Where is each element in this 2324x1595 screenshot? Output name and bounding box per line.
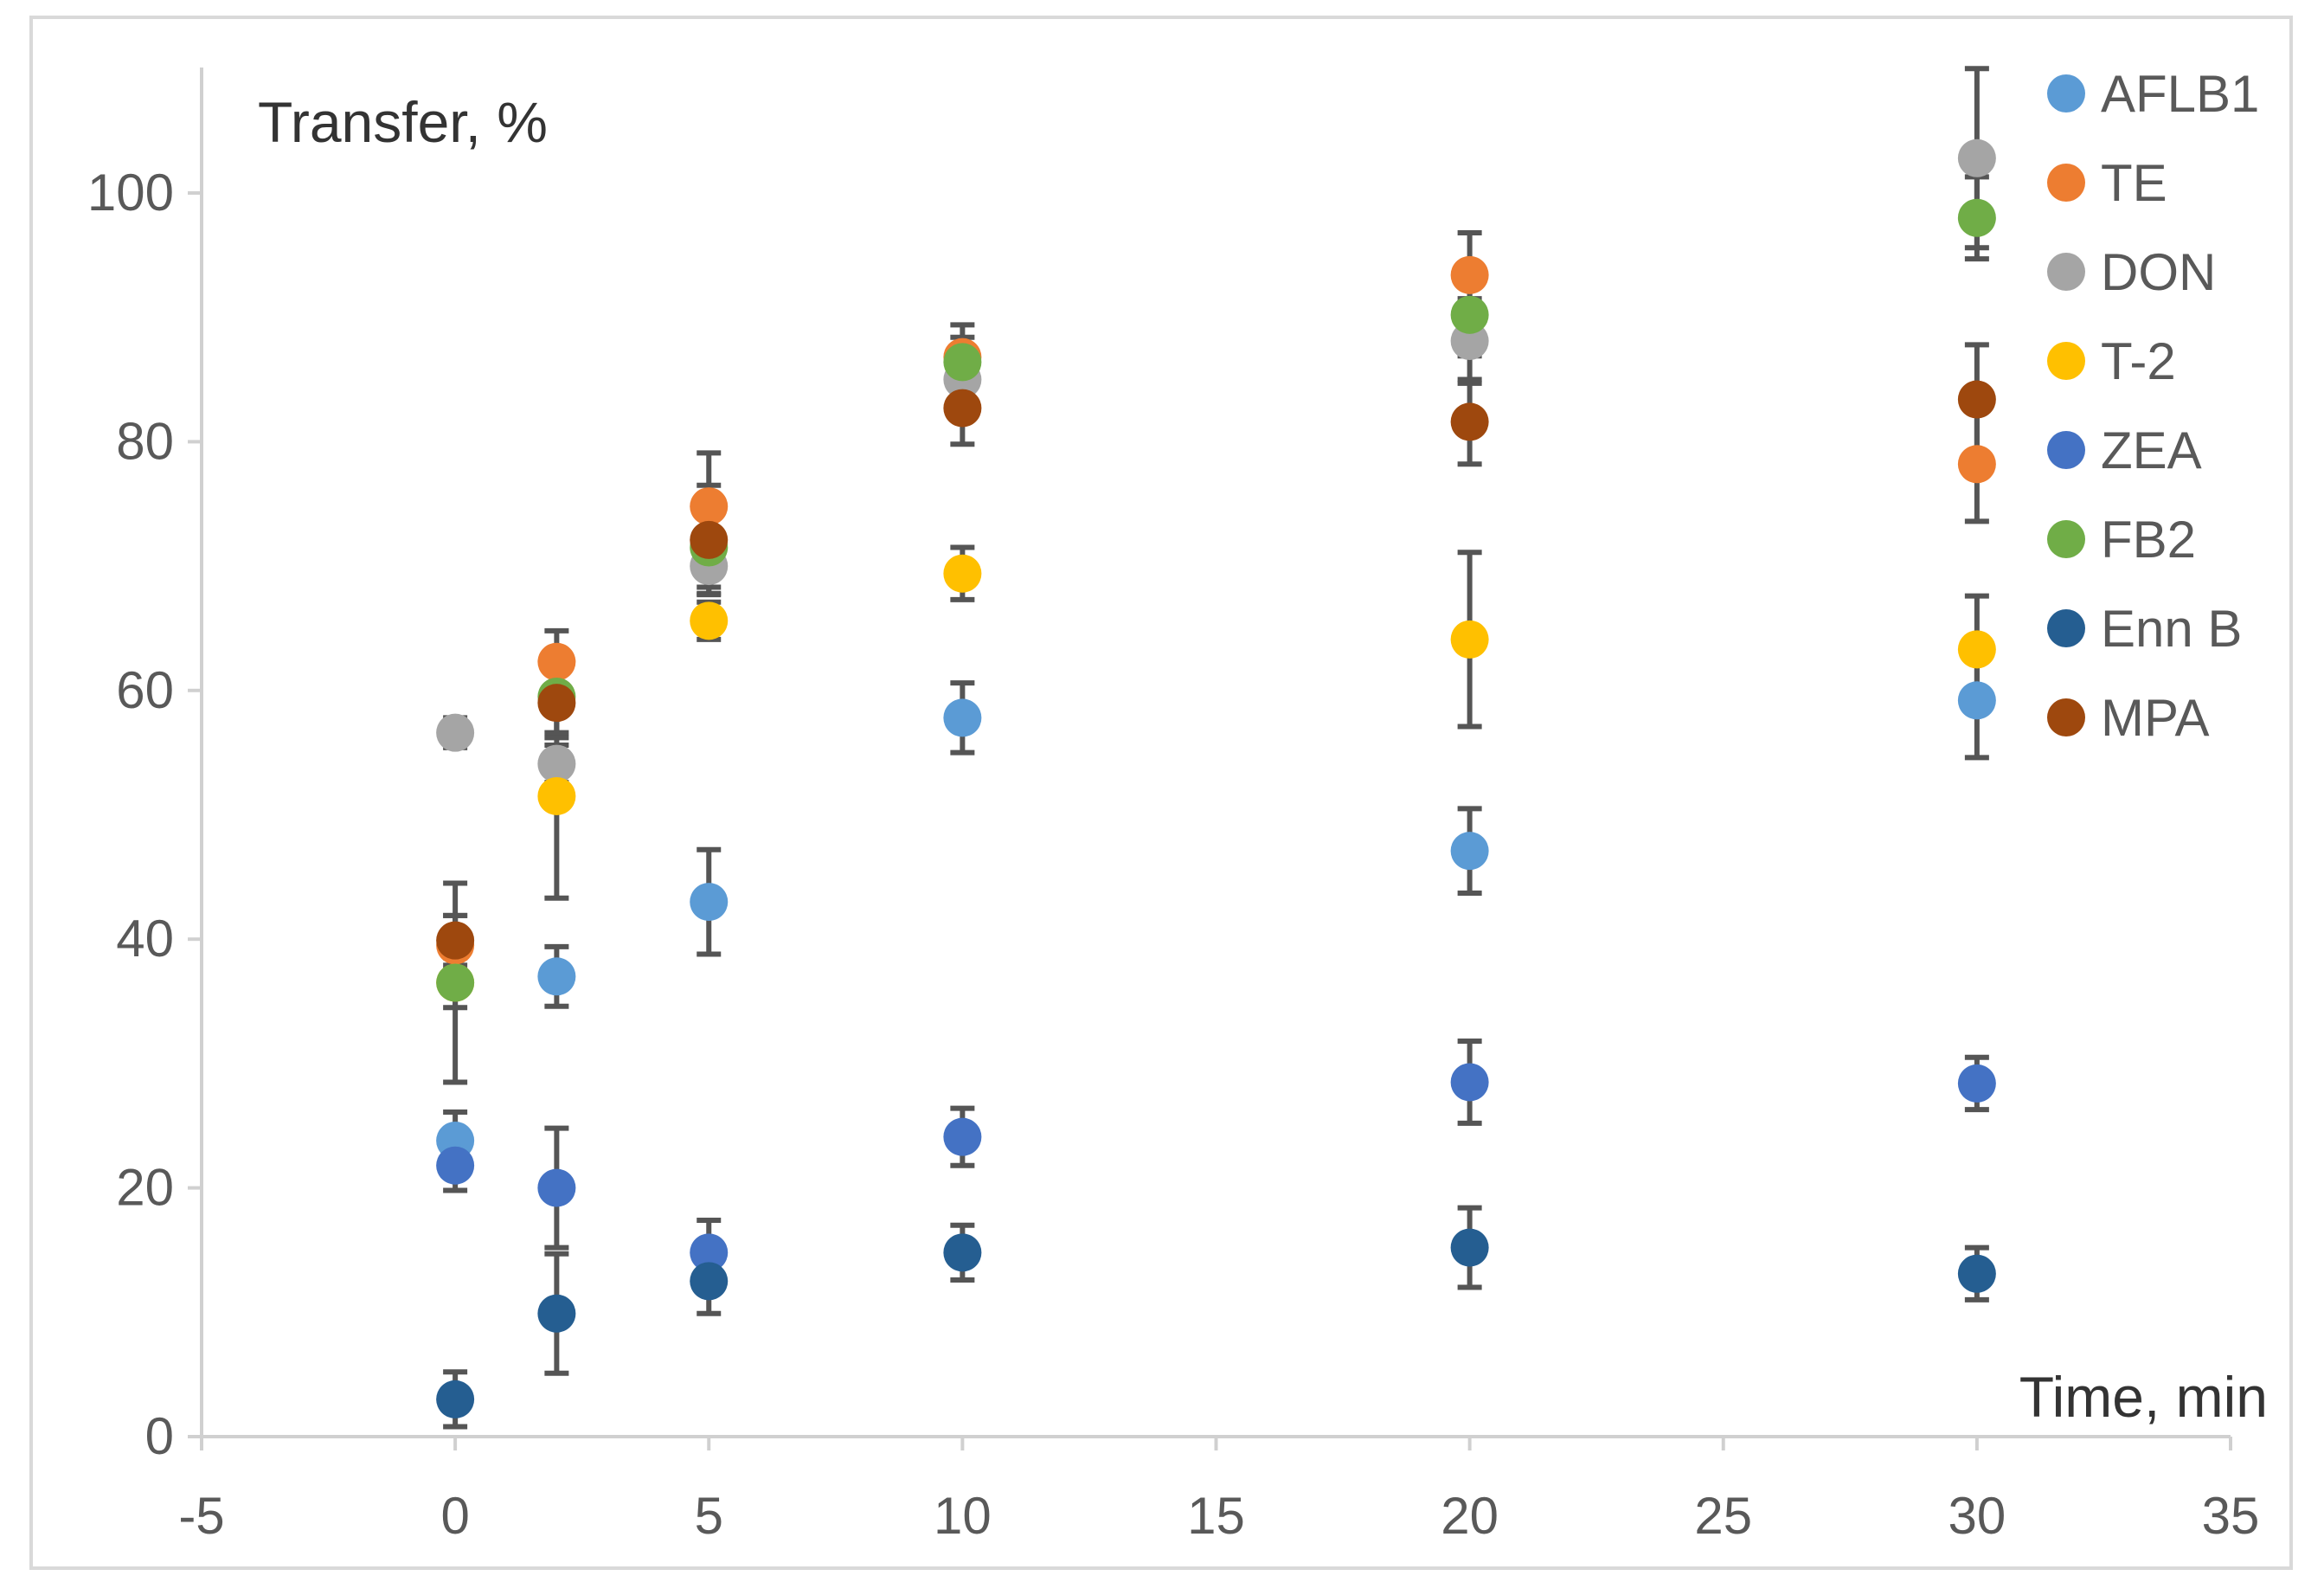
point-enn-b bbox=[537, 1294, 576, 1333]
point-fb2 bbox=[436, 963, 475, 1002]
point-zea bbox=[1957, 1064, 1996, 1103]
legend-label-t-2: T-2 bbox=[2101, 332, 2176, 390]
x-tick-label: 25 bbox=[1694, 1487, 1752, 1545]
y-tick-label: 0 bbox=[145, 1407, 174, 1465]
legend-label-zea: ZEA bbox=[2101, 421, 2202, 479]
y-tick-label: 40 bbox=[116, 910, 174, 968]
legend-label-fb2: FB2 bbox=[2101, 511, 2196, 569]
legend-marker-aflb1 bbox=[2047, 74, 2085, 113]
x-tick-label: 30 bbox=[1948, 1487, 2006, 1545]
x-tick-label: -5 bbox=[178, 1487, 224, 1545]
point-mpa bbox=[943, 389, 982, 428]
point-enn-b bbox=[436, 1380, 475, 1418]
point-mpa bbox=[537, 684, 576, 723]
point-te bbox=[690, 487, 729, 526]
point-don bbox=[1450, 322, 1489, 361]
x-tick-label: 15 bbox=[1187, 1487, 1245, 1545]
legend-marker-zea bbox=[2047, 431, 2085, 469]
point-fb2 bbox=[1957, 198, 1996, 237]
point-don bbox=[436, 713, 475, 752]
x-tick-label: 35 bbox=[2202, 1487, 2260, 1545]
point-aflb1 bbox=[690, 883, 729, 922]
point-t-2 bbox=[690, 601, 729, 640]
point-don bbox=[1957, 138, 1996, 177]
point-mpa bbox=[1450, 402, 1489, 441]
legend-marker-fb2 bbox=[2047, 520, 2085, 558]
point-enn-b bbox=[943, 1233, 982, 1272]
point-zea bbox=[537, 1168, 576, 1207]
x-tick-label: 5 bbox=[695, 1487, 723, 1545]
error-bars bbox=[443, 66, 1989, 1430]
y-tick-labels: 0 20 40 60 80 100 bbox=[87, 164, 174, 1465]
y-tick-label: 100 bbox=[87, 164, 174, 222]
data-points bbox=[436, 138, 1996, 1418]
legend-label-aflb1: AFLB1 bbox=[2101, 65, 2259, 123]
legend-label-enn-b: Enn B bbox=[2101, 600, 2242, 658]
point-zea bbox=[436, 1146, 475, 1185]
point-aflb1 bbox=[943, 698, 982, 737]
axes bbox=[188, 68, 2232, 1450]
point-zea bbox=[943, 1117, 982, 1156]
point-mpa bbox=[436, 921, 475, 960]
point-aflb1 bbox=[1957, 681, 1996, 720]
point-te bbox=[537, 642, 576, 681]
point-mpa bbox=[1957, 380, 1996, 419]
point-fb2 bbox=[1450, 295, 1489, 334]
point-te bbox=[1450, 255, 1489, 294]
point-aflb1 bbox=[537, 957, 576, 996]
y-tick-label: 60 bbox=[116, 661, 174, 719]
x-tick-label: 0 bbox=[440, 1487, 469, 1545]
y-axis-title: Transfer, % bbox=[258, 90, 548, 154]
y-tick-label: 80 bbox=[116, 412, 174, 470]
legend-marker-t-2 bbox=[2047, 342, 2085, 380]
x-tick-label: 10 bbox=[934, 1487, 992, 1545]
point-mpa bbox=[690, 520, 729, 559]
point-zea bbox=[690, 1233, 729, 1272]
point-zea bbox=[1450, 1063, 1489, 1102]
legend-label-mpa: MPA bbox=[2101, 689, 2210, 747]
legend-marker-don bbox=[2047, 253, 2085, 291]
x-axis-title: Time, min bbox=[2019, 1365, 2268, 1429]
legend: AFLB1 TE DON T-2 ZEA FB2 Enn B MPA bbox=[2047, 65, 2259, 747]
point-t-2 bbox=[1450, 620, 1489, 659]
point-t-2 bbox=[537, 776, 576, 815]
point-enn-b bbox=[1450, 1228, 1489, 1267]
point-t-2 bbox=[1957, 630, 1996, 669]
legend-marker-te bbox=[2047, 164, 2085, 202]
point-enn-b bbox=[1957, 1254, 1996, 1293]
legend-marker-enn-b bbox=[2047, 609, 2085, 647]
point-enn-b bbox=[690, 1262, 729, 1301]
legend-label-te: TE bbox=[2101, 154, 2167, 212]
point-aflb1 bbox=[1450, 832, 1489, 871]
chart-frame: 0 20 40 60 80 100 -5 0 5 10 15 20 25 30 35 Transfer, … bbox=[29, 16, 2293, 1570]
point-t-2 bbox=[943, 554, 982, 593]
point-te bbox=[1957, 445, 1996, 484]
y-tick-label: 20 bbox=[116, 1159, 174, 1217]
x-tick-label: 20 bbox=[1441, 1487, 1499, 1545]
x-tick-labels: -5 0 5 10 15 20 25 30 35 bbox=[178, 1487, 2259, 1545]
point-don bbox=[537, 744, 576, 783]
point-fb2 bbox=[943, 343, 982, 382]
legend-label-don: DON bbox=[2101, 243, 2216, 301]
legend-marker-mpa bbox=[2047, 698, 2085, 736]
